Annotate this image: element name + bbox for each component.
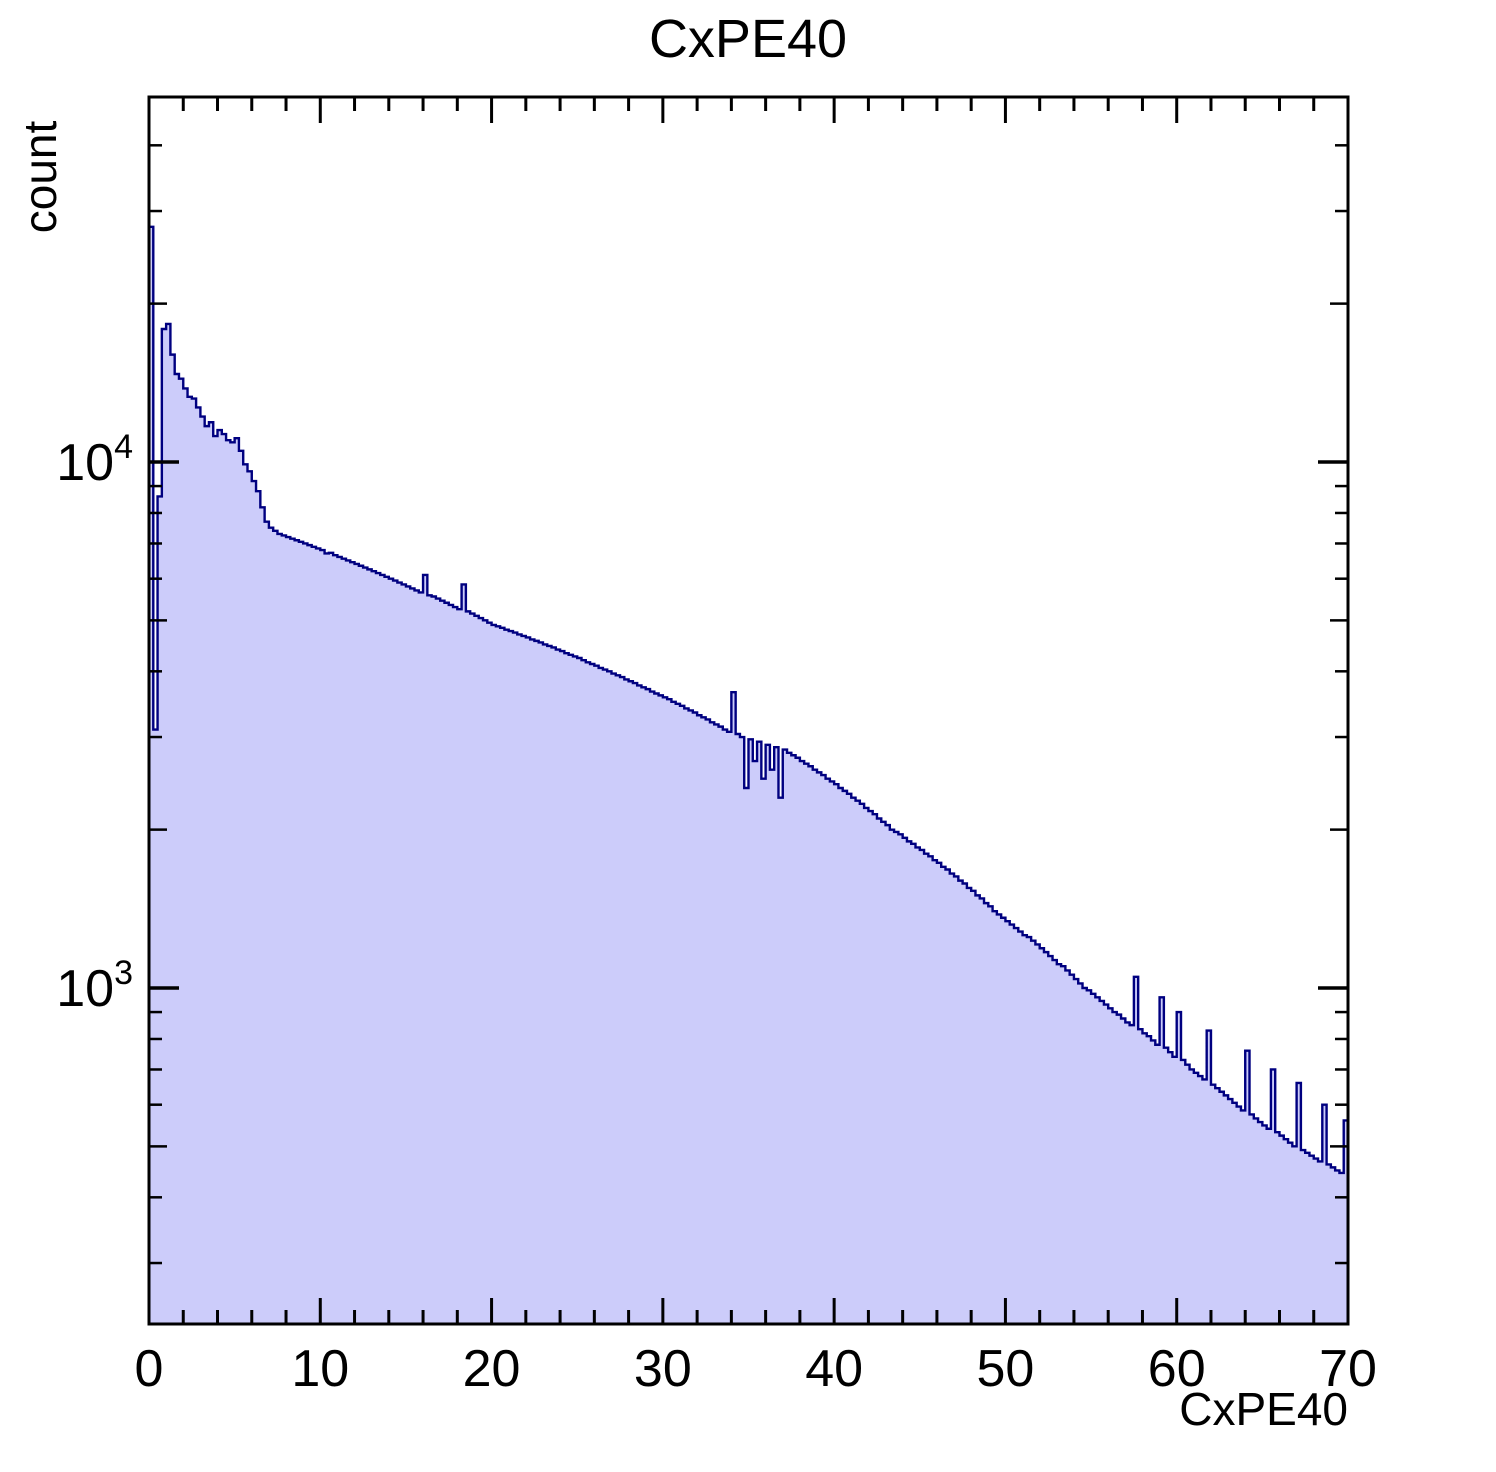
y-tick-label: 103 [56,954,133,1018]
axes-frame: 0 10 20 30 40 50 60 70 103 104 [56,95,1377,1398]
x-axis-tick-labels: 0 10 20 30 40 50 60 70 [135,1340,1377,1398]
chart-title: CxPE40 [648,9,848,69]
x-tick-label: 60 [1148,1340,1206,1398]
x-axis-title: CxPE40 [1179,1383,1348,1435]
x-tick-label: 10 [291,1340,349,1398]
x-tick-label: 40 [805,1340,863,1398]
y-tick-label: 104 [56,428,133,492]
x-tick-label: 20 [463,1340,521,1398]
x-tick-label: 70 [1319,1340,1377,1398]
x-tick-label: 50 [977,1340,1035,1398]
plot-frame [147,95,1350,1326]
histogram-outline [147,225,1350,1324]
x-tick-label: 0 [135,1340,164,1398]
x-axis-ticks [147,97,1350,1324]
histogram-series [147,225,1350,1324]
y-axis-ticks [149,144,1348,1265]
x-tick-label: 30 [634,1340,692,1398]
y-axis-tick-labels: 103 104 [56,428,133,1018]
